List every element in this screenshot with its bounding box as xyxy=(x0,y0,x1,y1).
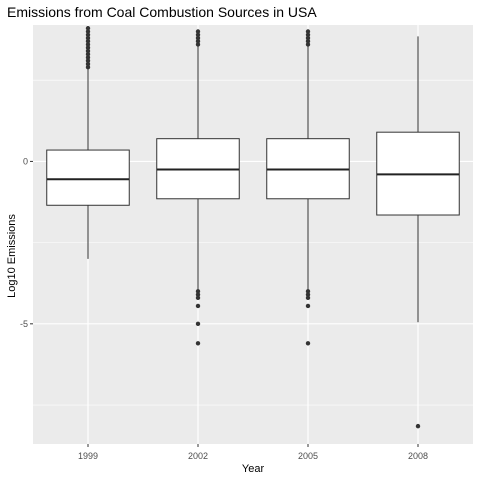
outlier-point xyxy=(305,39,311,44)
outlier-point xyxy=(85,42,91,47)
outlier-point xyxy=(305,292,311,297)
outlier-point xyxy=(195,29,201,34)
outlier-point xyxy=(195,321,201,327)
outlier-point xyxy=(195,42,201,47)
outlier-point xyxy=(85,55,91,60)
outlier-point xyxy=(305,295,311,301)
outlier-point xyxy=(195,292,201,297)
x-tick-label: 2002 xyxy=(188,451,208,461)
outlier-point xyxy=(195,295,201,301)
outlier-point xyxy=(195,303,201,309)
outlier-point xyxy=(305,32,311,37)
outlier-point xyxy=(195,35,201,41)
box-2002 xyxy=(156,29,240,346)
outlier-point xyxy=(195,341,201,346)
x-tick-label: 1999 xyxy=(78,451,98,461)
y-tick-label: -5 xyxy=(20,319,28,329)
outlier-point xyxy=(85,48,91,54)
x-axis-title: Year xyxy=(242,463,265,475)
y-axis-ticks: -5 0 xyxy=(20,156,33,329)
outlier-point xyxy=(85,35,91,41)
outlier-point xyxy=(305,29,311,34)
chart-title: Emissions from Coal Combustion Sources i… xyxy=(7,4,317,20)
box-2008 xyxy=(376,36,460,429)
outlier-point xyxy=(85,32,91,37)
minor-gridlines xyxy=(33,79,473,406)
box-2005 xyxy=(266,29,350,346)
y-axis-title: Log10 Emissions xyxy=(6,214,18,298)
outlier-point xyxy=(85,45,91,50)
outlier-point xyxy=(195,39,201,44)
outlier-point xyxy=(85,39,91,44)
box-1999 xyxy=(46,26,130,259)
y-tick-label: 0 xyxy=(23,156,28,166)
outlier-point xyxy=(85,26,91,31)
outlier-point xyxy=(85,29,91,34)
plot-panel xyxy=(33,25,473,444)
outlier-point xyxy=(85,61,91,67)
outlier-point xyxy=(305,341,311,346)
outlier-point xyxy=(305,35,311,41)
x-tick-label: 2005 xyxy=(298,451,318,461)
outlier-point xyxy=(415,423,421,429)
outlier-point xyxy=(195,32,201,37)
box-series xyxy=(46,26,460,429)
outlier-point xyxy=(305,303,311,309)
x-axis-ticks: 1999 2002 2005 2008 xyxy=(78,444,428,461)
x-tick-label: 2008 xyxy=(408,451,428,461)
outlier-point xyxy=(85,52,91,57)
outlier-point xyxy=(85,65,91,70)
outlier-point xyxy=(305,42,311,47)
outlier-point xyxy=(85,58,91,63)
iqr-box xyxy=(46,149,130,206)
outlier-point xyxy=(305,289,311,294)
outlier-point xyxy=(195,289,201,294)
